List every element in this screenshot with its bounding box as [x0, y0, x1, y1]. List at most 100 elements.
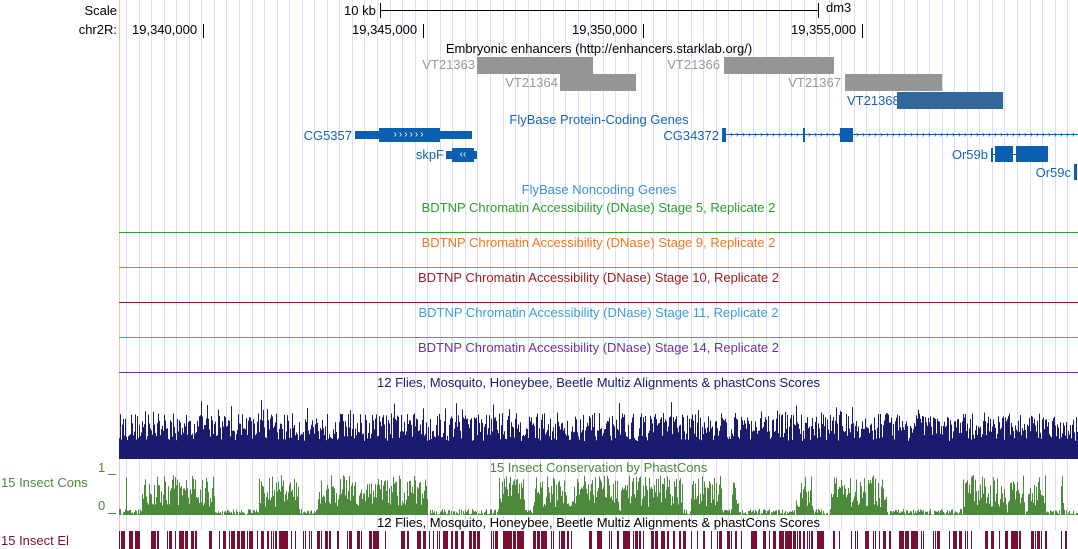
- cons-bar: [627, 485, 628, 515]
- cons-bar: [814, 513, 815, 515]
- multiz-bar: [444, 421, 445, 459]
- cons-bar: [581, 487, 582, 515]
- elements-track-title[interactable]: 12 Flies, Mosquito, Honeybee, Beetle Mul…: [377, 515, 820, 530]
- grid-line: [302, 0, 303, 530]
- cons-bar: [249, 509, 250, 515]
- exon[interactable]: [722, 128, 726, 142]
- cons-bar: [152, 503, 153, 515]
- cons-bar: [396, 481, 397, 515]
- grid-line: [841, 0, 842, 530]
- cons-bar: [431, 513, 432, 515]
- axis-tick: [108, 513, 116, 514]
- cons-bar: [779, 510, 780, 515]
- cons-bar: [822, 514, 823, 515]
- multiz-bar: [1076, 416, 1077, 459]
- multiz-bar: [649, 430, 650, 459]
- enhancers-track-title[interactable]: Embryonic enhancers (http://enhancers.st…: [445, 41, 753, 56]
- cons-bar: [998, 504, 999, 515]
- multiz-bar: [364, 440, 365, 459]
- enhancer-feature[interactable]: [477, 57, 593, 74]
- enhancer-feature[interactable]: [845, 74, 942, 91]
- multiz-bar: [769, 431, 770, 459]
- multiz-bar: [360, 414, 361, 459]
- multiz-bar: [158, 413, 159, 459]
- cons-bar: [983, 493, 984, 515]
- dnase-stage5-title[interactable]: BDTNP Chromatin Accessibility (DNase) St…: [421, 200, 776, 215]
- dnase-stage11-title[interactable]: BDTNP Chromatin Accessibility (DNase) St…: [418, 305, 779, 320]
- enhancer-label[interactable]: VT21364: [505, 75, 558, 90]
- gene-cg34372-intron[interactable]: [722, 134, 1078, 135]
- multiz-bar: [171, 422, 172, 459]
- multiz-bar: [248, 420, 249, 459]
- multiz-bar: [1029, 417, 1030, 459]
- conserved-element: [703, 531, 705, 549]
- cons-bar: [866, 505, 867, 515]
- multiz-track-title[interactable]: 12 Flies, Mosquito, Honeybee, Beetle Mul…: [377, 375, 820, 390]
- cons-bar: [537, 492, 538, 515]
- multiz-bar: [296, 432, 297, 459]
- cons-bar: [961, 509, 962, 515]
- exon[interactable]: [803, 128, 805, 142]
- cons-bar: [698, 478, 699, 515]
- exon[interactable]: [995, 146, 1013, 162]
- multiz-bar: [353, 413, 354, 459]
- cons-bar: [419, 482, 420, 515]
- dnase-stage9-title[interactable]: BDTNP Chromatin Accessibility (DNase) St…: [421, 235, 776, 250]
- dnase-stage14-title[interactable]: BDTNP Chromatin Accessibility (DNase) St…: [417, 340, 780, 355]
- enhancer-label[interactable]: VT21363: [422, 57, 475, 72]
- enhancer-label[interactable]: VT21367: [788, 75, 841, 90]
- multiz-bar: [706, 432, 707, 459]
- cons-bar: [662, 484, 663, 515]
- multiz-bar: [620, 434, 621, 459]
- exon[interactable]: [991, 148, 993, 162]
- cons-bar: [549, 492, 550, 515]
- cons-bar: [1033, 502, 1034, 515]
- cons-bar: [408, 495, 409, 515]
- gene-label[interactable]: CG5357: [303, 128, 352, 143]
- cons-bar: [447, 513, 448, 515]
- exon[interactable]: [1016, 146, 1048, 162]
- multiz-bar: [408, 423, 409, 459]
- cons-bar: [149, 484, 150, 515]
- multiz-bar: [977, 435, 978, 459]
- multiz-bar: [1019, 431, 1020, 459]
- elements-track[interactable]: [119, 531, 1078, 549]
- cons-bar: [911, 511, 912, 515]
- gene-label[interactable]: Or59c: [1035, 165, 1071, 180]
- enhancer-label[interactable]: VT21366: [667, 57, 720, 72]
- multiz-bar: [238, 414, 239, 459]
- cons-track-title[interactable]: 15 Insect Conservation by PhastCons: [489, 460, 708, 475]
- gene-label[interactable]: Or59b: [951, 147, 988, 162]
- cons-bar: [321, 480, 322, 515]
- elements-side-label[interactable]: 15 Insect El: [1, 533, 69, 548]
- multiz-wiggle[interactable]: [119, 394, 1078, 459]
- multiz-bar: [681, 439, 682, 459]
- enhancer-feature[interactable]: [560, 74, 636, 91]
- cons-bar: [789, 511, 790, 515]
- enhancer-label[interactable]: VT21368: [847, 93, 900, 108]
- cons-bar: [1061, 486, 1062, 515]
- gene-label[interactable]: CG34372: [663, 128, 719, 143]
- exon[interactable]: [840, 128, 853, 142]
- multiz-bar: [337, 439, 338, 459]
- conserved-element: [311, 531, 312, 549]
- multiz-bar: [488, 428, 489, 459]
- cons-bar: [929, 511, 930, 515]
- cons-bar: [432, 509, 433, 515]
- conserved-element: [273, 531, 274, 549]
- noncoding-track-title[interactable]: FlyBase Noncoding Genes: [521, 182, 677, 197]
- cons-side-label[interactable]: 15 Insect Cons: [1, 475, 88, 490]
- dnase-stage10-title[interactable]: BDTNP Chromatin Accessibility (DNase) St…: [417, 270, 780, 285]
- multiz-bar: [647, 440, 648, 459]
- enhancer-feature[interactable]: [897, 92, 1003, 109]
- cons-bar: [127, 510, 128, 515]
- gene-or59c[interactable]: [1074, 164, 1077, 180]
- cons-bar: [1019, 493, 1020, 515]
- gene-label[interactable]: skpF: [415, 147, 444, 162]
- enhancer-feature[interactable]: [724, 57, 834, 74]
- cons-bar: [962, 514, 963, 515]
- multiz-bar: [372, 415, 373, 459]
- grid-line: [528, 0, 529, 530]
- cons-wiggle[interactable]: [119, 474, 1078, 515]
- protein-genes-track-title[interactable]: FlyBase Protein-Coding Genes: [509, 112, 689, 127]
